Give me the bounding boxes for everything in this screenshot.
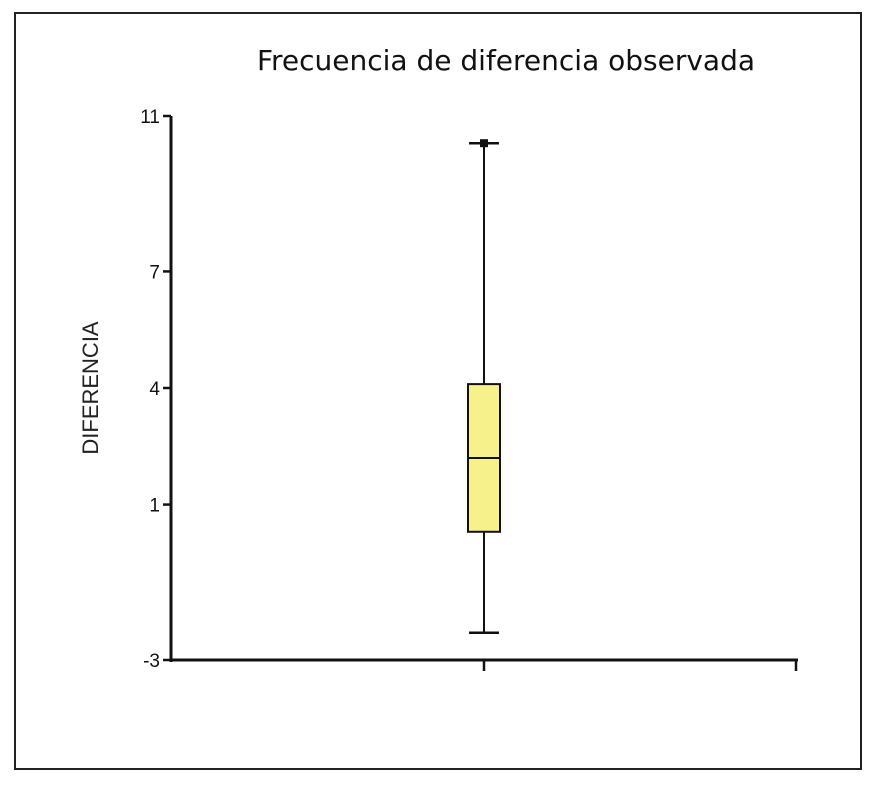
y-axis-label: DIFERENCIA	[78, 321, 103, 455]
box-plot-series	[467, 139, 501, 635]
chart-title: Frecuencia de diferencia observada	[257, 44, 755, 77]
y-axis-ticks: -3 1 4 7 11	[140, 107, 171, 672]
y-tick-label: 1	[149, 496, 160, 517]
outlier-point	[480, 139, 488, 148]
y-tick-label: 11	[140, 107, 160, 128]
y-tick-label: 7	[149, 262, 160, 283]
y-tick-label: 4	[149, 379, 160, 400]
figure-frame	[14, 12, 862, 770]
y-tick-label: -3	[143, 651, 160, 672]
